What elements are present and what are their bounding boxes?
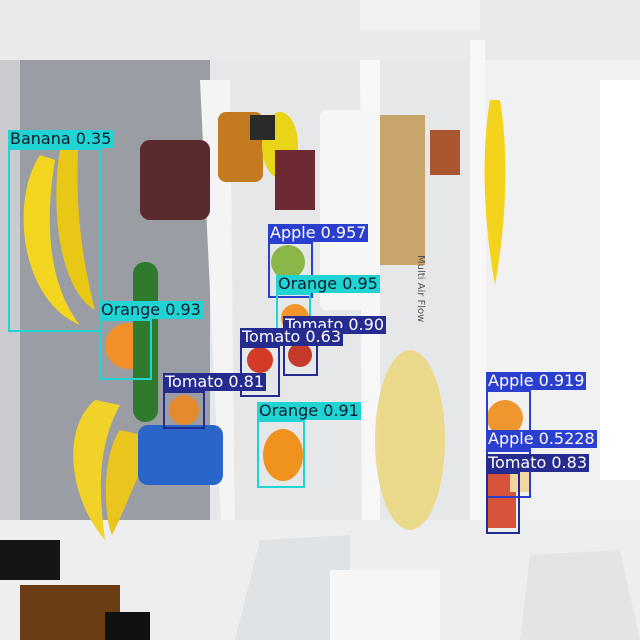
detection-box-tomato-4 (486, 472, 520, 534)
detection-box-banana-1 (8, 148, 101, 332)
detection-label-tomato-3: Tomato 0.81 (163, 372, 267, 391)
detection-box-tomato-3 (163, 391, 205, 429)
detection-box-apple-2 (486, 390, 531, 450)
detection-box-tomato-2 (240, 346, 280, 397)
detection-label-tomato-2: Tomato 0.63 (240, 327, 344, 346)
detection-label-orange-2: Orange 0.95 (276, 274, 380, 293)
detection-box-orange-3 (257, 420, 305, 488)
detection-label-banana-1: Banana 0.35 (8, 129, 114, 148)
detection-label-apple-3: Apple 0.5228 (486, 429, 597, 448)
detection-box-orange-1 (99, 319, 152, 380)
detection-label-orange-3: Orange 0.91 (257, 401, 361, 420)
detection-label-tomato-4: Tomato 0.83 (486, 453, 590, 472)
detection-label-orange-1: Orange 0.93 (99, 300, 203, 319)
fridge-airflow-text: Multi Air Flow (415, 255, 426, 322)
detection-label-apple-2: Apple 0.919 (486, 371, 587, 390)
detection-label-apple-1: Apple 0.957 (268, 223, 369, 242)
detection-box-apple-1 (268, 242, 313, 298)
